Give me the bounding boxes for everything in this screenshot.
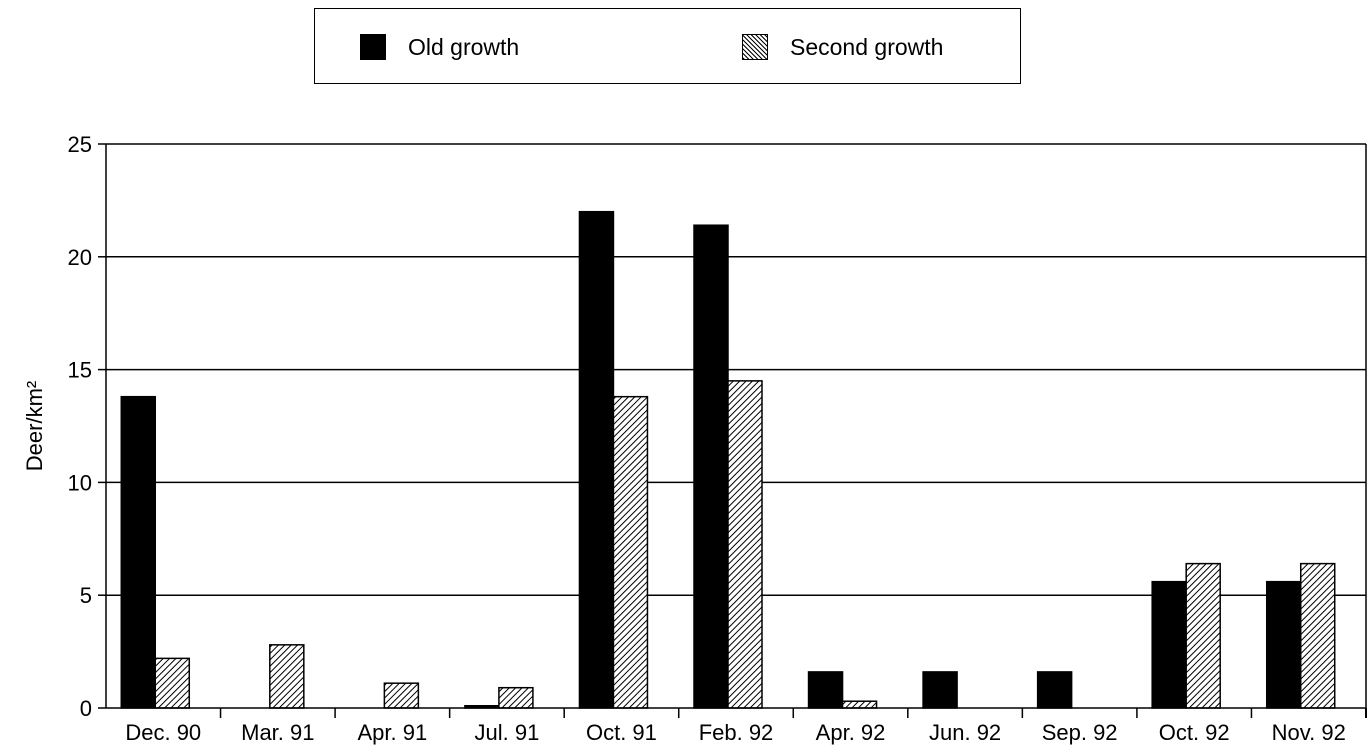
bar-second-growth	[154, 657, 191, 709]
y-axis-title: Deer/km²	[22, 381, 47, 471]
legend-label-old-growth: Old growth	[408, 33, 520, 60]
bar-second-growth	[727, 380, 763, 709]
x-tick-label: Jul. 91	[474, 720, 539, 745]
axes	[98, 143, 1367, 718]
bar-old-growth	[693, 224, 729, 709]
x-tick-label: Nov. 92	[1272, 720, 1346, 745]
bar-old-growth	[922, 671, 958, 709]
bar-second-growth	[1185, 562, 1221, 709]
bar-old-growth	[807, 671, 844, 709]
y-tick-label: 20	[68, 245, 92, 270]
bar-second-growth	[498, 686, 534, 709]
x-tick-label: Oct. 91	[586, 720, 657, 745]
bar-old-growth	[578, 210, 615, 709]
legend-item-second-growth: Second growth	[742, 33, 943, 61]
bar-old-growth	[1151, 580, 1187, 709]
bar-old-growth	[1036, 671, 1073, 709]
legend-swatch-second-growth	[742, 34, 768, 60]
axis-labels: 0 5 10 15 20 25 Dec. 90 Mar. 91 Apr. 91 Jul. 91 Oc…	[22, 132, 1346, 745]
x-tick-label: Dec. 90	[125, 720, 201, 745]
y-tick-label: 25	[68, 132, 92, 157]
bar-second-growth	[269, 644, 305, 709]
legend: Old growth Second growth	[314, 8, 1021, 84]
x-tick-label: Mar. 91	[241, 720, 314, 745]
bar-second-growth	[841, 700, 878, 709]
bar-second-growth	[383, 682, 420, 709]
bar-old-growth	[120, 395, 157, 709]
x-tick-label: Apr. 92	[816, 720, 886, 745]
x-tick-label: Apr. 91	[358, 720, 428, 745]
y-tick-label: 0	[80, 696, 92, 721]
x-tick-label: Sep. 92	[1042, 720, 1118, 745]
legend-label-second-growth: Second growth	[790, 33, 944, 60]
bars	[120, 210, 1336, 709]
x-tick-label: Jun. 92	[929, 720, 1001, 745]
y-tick-label: 5	[80, 583, 92, 608]
x-tick-label: Feb. 92	[699, 720, 774, 745]
bar-second-growth	[1299, 562, 1336, 709]
bar-second-growth	[612, 395, 649, 709]
y-tick-label: 10	[68, 470, 92, 495]
legend-item-old-growth: Old growth	[360, 33, 519, 61]
legend-swatch-old-growth	[360, 34, 386, 60]
y-tick-label: 15	[68, 358, 92, 383]
x-tick-label: Oct. 92	[1159, 720, 1230, 745]
bar-old-growth	[1265, 580, 1302, 709]
